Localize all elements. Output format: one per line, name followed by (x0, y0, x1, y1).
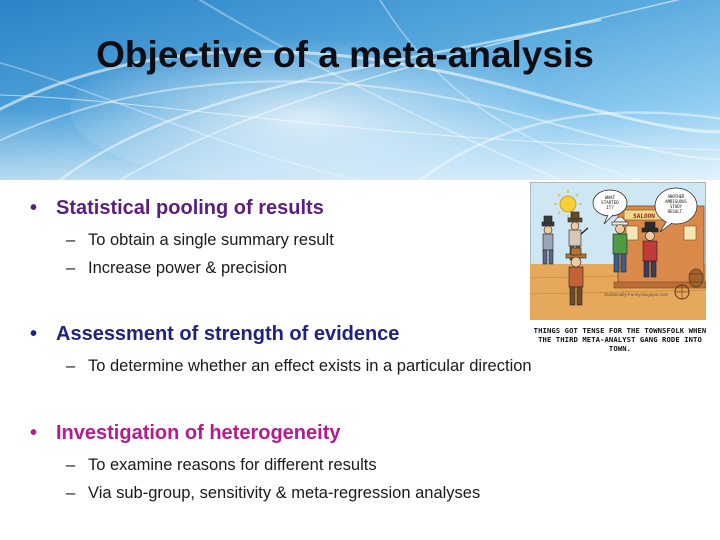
section-heading-assessment: • Assessment of strength of evidence (30, 323, 399, 346)
section-heading-heterogeneity: • Investigation of heterogeneity (30, 422, 340, 445)
section-heading-text: Statistical pooling of results (56, 197, 324, 219)
speech-bubble-right: ANOTHER AMBIGUOUS STUDY RESULT. (654, 187, 698, 233)
dash-icon: – (66, 259, 76, 277)
svg-text:ANOTHER: ANOTHER (668, 194, 685, 199)
cowboy-figure-3 (565, 247, 587, 306)
cowboy-figure-1 (541, 215, 555, 265)
sub-point-text: To examine reasons for different results (88, 456, 377, 474)
bullet-icon: • (30, 323, 38, 345)
wagon-wheel-icon (674, 284, 690, 300)
sub-point: – Increase power & precision (66, 259, 287, 278)
bullet-icon: • (30, 422, 38, 444)
svg-text:RESULT.: RESULT. (668, 209, 685, 214)
western-cartoon-illustration: SALOON WHAT STARTED IT? (530, 182, 706, 320)
cowboy-figure-4 (611, 216, 629, 273)
dash-icon: – (66, 231, 76, 249)
svg-text:WHAT: WHAT (605, 195, 616, 200)
sub-point-text: Via sub-group, sensitivity & meta-regres… (88, 484, 481, 502)
sub-point-text: Increase power & precision (88, 259, 288, 277)
section-heading-statistical-pooling: • Statistical pooling of results (30, 197, 324, 220)
svg-text:STUDY: STUDY (670, 204, 683, 209)
dash-icon: – (66, 484, 76, 502)
cowboy-figure-5 (641, 221, 659, 278)
header-background (0, 0, 720, 180)
sub-point: – To examine reasons for different result… (66, 456, 377, 475)
saloon-sign: SALOON (633, 213, 655, 220)
svg-text:AMBIGUOUS: AMBIGUOUS (665, 199, 687, 204)
section-heading-text: Investigation of heterogeneity (56, 422, 341, 444)
sub-point: – Via sub-group, sensitivity & meta-regre… (66, 484, 480, 503)
sky-swirl-graphic (0, 0, 720, 180)
sub-point: – To obtain a single summary result (66, 231, 334, 250)
cartoon-caption: THINGS GOT TENSE FOR THE TOWNSFOLK WHEN … (533, 326, 707, 353)
speech-bubble-left: WHAT STARTED IT? (592, 189, 628, 225)
cartoon-credit: Statistically-Funny.blogspot.com (604, 292, 669, 297)
sub-point-text: To obtain a single summary result (88, 231, 334, 249)
slide-title: Objective of a meta-analysis (96, 34, 594, 75)
barrel-icon (688, 268, 704, 288)
bullet-icon: • (30, 197, 38, 219)
sub-point: – To determine whether an effect exists i… (66, 357, 532, 376)
svg-text:IT?: IT? (606, 205, 614, 210)
sub-point-text: To determine whether an effect exists in… (88, 357, 532, 375)
dash-icon: – (66, 456, 76, 474)
svg-text:STARTED: STARTED (601, 200, 619, 205)
sun-icon (554, 190, 582, 218)
section-heading-text: Assessment of strength of evidence (56, 323, 400, 345)
saloon-building: SALOON (613, 205, 706, 300)
dash-icon: – (66, 357, 76, 375)
